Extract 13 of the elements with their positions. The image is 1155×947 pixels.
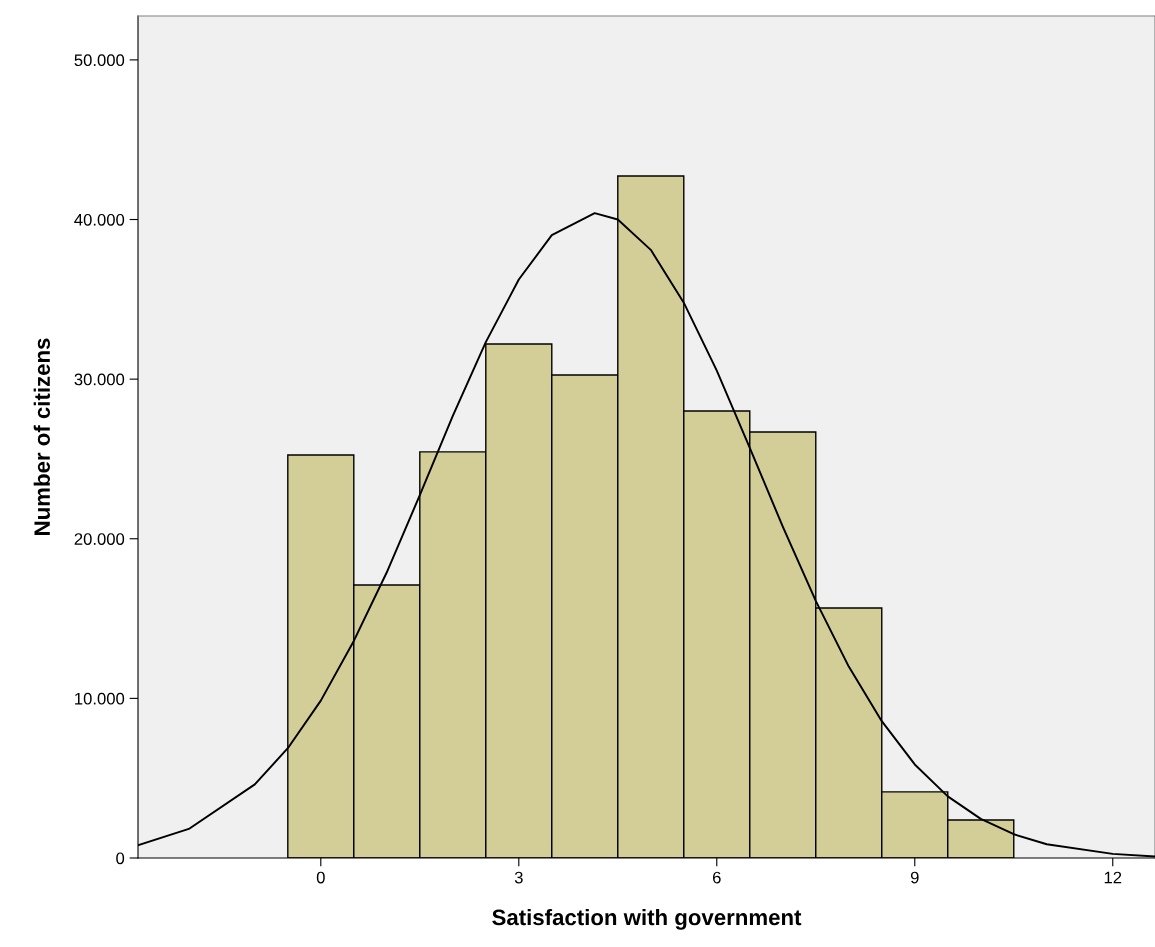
y-tick-label: 50.000 xyxy=(74,54,125,67)
y-tick-label: 0 xyxy=(116,852,125,865)
y-axis-title: Number of citizens xyxy=(33,338,50,535)
y-tick-label: 20.000 xyxy=(74,533,125,545)
y-tick-label: 10.000 xyxy=(75,692,125,705)
x-axis-title: Satisfaction with government xyxy=(492,908,802,930)
x-tick-label: 3 xyxy=(514,871,523,884)
x-tick-label: 0 xyxy=(316,871,325,884)
x-tick-label: 6 xyxy=(713,871,721,884)
y-tick-label: 40.000 xyxy=(74,213,125,226)
y-tick-label: 30.000 xyxy=(74,373,125,386)
x-tick-label: 9 xyxy=(910,871,919,884)
x-tick-label: 12 xyxy=(1104,871,1122,884)
